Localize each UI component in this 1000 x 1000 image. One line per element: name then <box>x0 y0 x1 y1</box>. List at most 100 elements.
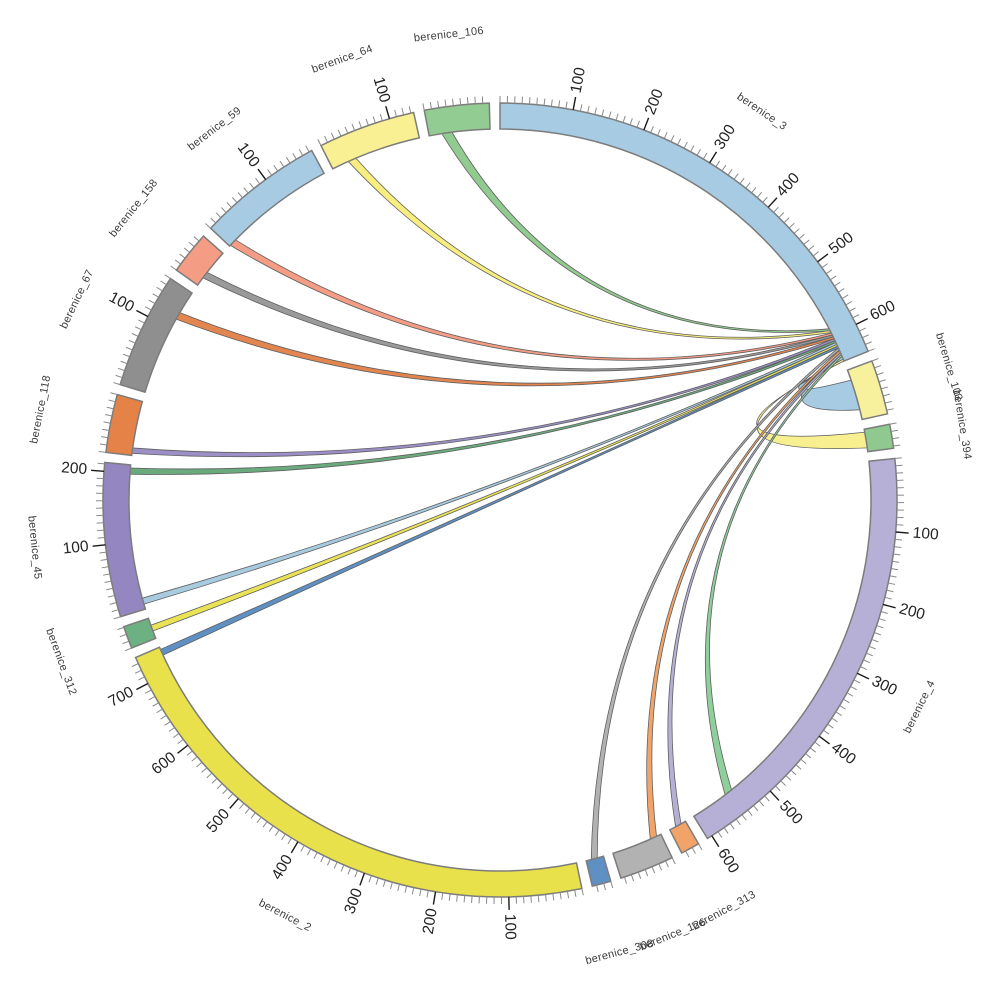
major-tick-berenice_3 <box>767 197 778 208</box>
minor-tick-berenice_64 <box>394 109 397 117</box>
minor-tick-berenice_158 <box>188 241 195 248</box>
minor-tick-berenice_45 <box>113 616 121 620</box>
tick-label-berenice_4-400: 400 <box>828 739 859 768</box>
segment-arc-berenice_106 <box>423 102 491 137</box>
minor-tick-berenice_2 <box>281 833 286 841</box>
minor-tick-berenice_2 <box>320 855 325 863</box>
minor-tick-berenice_2 <box>426 890 429 898</box>
minor-tick-berenice_67 <box>128 339 136 344</box>
minor-tick-berenice_2 <box>545 894 547 902</box>
minor-tick-berenice_3 <box>587 105 590 113</box>
minor-tick-berenice_2 <box>397 883 400 891</box>
minor-tick-berenice_64 <box>317 139 322 146</box>
minor-tick-berenice_2 <box>559 892 562 900</box>
minor-tick-berenice_59 <box>231 197 238 203</box>
minor-tick-berenice_3 <box>751 187 757 194</box>
minor-tick-berenice_3 <box>762 196 768 203</box>
tick-label-berenice_3-600: 600 <box>867 297 898 324</box>
major-tick-berenice_67 <box>136 309 149 318</box>
minor-tick-berenice_308 <box>603 883 606 891</box>
ribbon-berenice_126-4 <box>646 349 841 840</box>
minor-tick-berenice_3 <box>852 314 860 319</box>
segment-label-berenice_59: berenice_59 <box>186 105 244 153</box>
minor-tick-berenice_4 <box>894 538 903 541</box>
minor-tick-berenice_45 <box>97 529 105 532</box>
minor-tick-berenice_2 <box>390 882 393 890</box>
minor-tick-berenice_2 <box>354 870 358 878</box>
minor-tick-berenice_4 <box>878 618 886 622</box>
major-tick-berenice_64 <box>385 106 391 119</box>
minor-tick-berenice_2 <box>196 761 203 768</box>
minor-tick-berenice_118 <box>108 399 116 403</box>
minor-tick-berenice_2 <box>138 676 145 681</box>
minor-tick-berenice_2 <box>191 756 198 762</box>
major-tick-berenice_45 <box>91 469 105 472</box>
major-tick-berenice_2 <box>229 798 239 809</box>
tick-label-berenice_4-100: 100 <box>912 525 940 544</box>
segment-label-berenice_3: berenice_3 <box>735 91 789 133</box>
minor-tick-berenice_118 <box>100 436 108 439</box>
minor-tick-berenice_2 <box>206 772 213 779</box>
tick-label-berenice_4-300: 300 <box>869 673 900 700</box>
minor-tick-berenice_394 <box>890 429 899 432</box>
minor-tick-berenice_67 <box>152 293 159 298</box>
segment-label-berenice_2: berenice_2 <box>257 897 314 934</box>
minor-tick-berenice_2 <box>227 793 234 800</box>
minor-tick-berenice_4 <box>795 764 802 770</box>
minor-tick-berenice_4 <box>775 785 781 792</box>
segment-arc-berenice_312 <box>122 617 157 650</box>
minor-tick-berenice_2 <box>250 812 256 819</box>
minor-tick-berenice_3 <box>657 128 661 136</box>
tick-label-berenice_4-200: 200 <box>897 600 927 623</box>
minor-tick-berenice_3 <box>677 138 682 146</box>
minor-tick-berenice_3 <box>536 97 538 105</box>
minor-tick-berenice_3 <box>745 182 751 189</box>
minor-tick-berenice_45 <box>107 594 115 598</box>
minor-tick-berenice_4 <box>790 769 797 776</box>
minor-tick-berenice_67 <box>115 374 123 379</box>
minor-tick-berenice_45 <box>101 566 109 569</box>
minor-tick-berenice_64 <box>344 126 349 134</box>
segment-arc-berenice_394 <box>863 423 895 453</box>
minor-tick-berenice_308 <box>610 881 614 889</box>
minor-tick-berenice_2 <box>306 848 312 856</box>
ribbon-berenice_64-14 <box>347 157 832 340</box>
minor-tick-berenice_2 <box>216 783 223 789</box>
tick-label-berenice_2-100: 100 <box>501 914 519 941</box>
tick-label-berenice_45-100: 100 <box>62 538 90 558</box>
minor-tick-berenice_59 <box>210 217 217 224</box>
minor-tick-berenice_4 <box>814 741 821 747</box>
segment-arc-berenice_3 <box>499 102 870 362</box>
minor-tick-berenice_4 <box>860 666 867 670</box>
minor-tick-berenice_106 <box>444 99 447 107</box>
minor-tick-berenice_4 <box>866 652 873 657</box>
minor-tick-berenice_2 <box>368 875 372 883</box>
minor-tick-berenice_3 <box>601 109 605 117</box>
ribbon-berenice_313-3 <box>667 351 842 828</box>
minor-tick-berenice_158 <box>179 253 186 259</box>
minor-tick-berenice_4 <box>839 705 846 710</box>
minor-tick-berenice_67 <box>120 360 128 365</box>
minor-tick-berenice_3 <box>594 107 597 115</box>
minor-tick-berenice_45 <box>109 602 117 605</box>
minor-tick-berenice_64 <box>408 106 412 114</box>
minor-tick-berenice_3 <box>579 104 583 112</box>
minor-tick-berenice_45 <box>100 558 108 561</box>
minor-tick-berenice_2 <box>156 708 163 714</box>
tick-label-berenice_59-100: 100 <box>234 140 263 171</box>
minor-tick-berenice_2 <box>552 893 555 901</box>
minor-tick-berenice_3 <box>778 212 785 218</box>
minor-tick-berenice_394 <box>889 422 897 425</box>
minor-tick-berenice_118 <box>110 392 118 396</box>
minor-tick-berenice_2 <box>244 807 251 814</box>
minor-tick-berenice_3 <box>550 99 553 107</box>
minor-tick-berenice_45 <box>106 587 114 591</box>
minor-tick-berenice_2 <box>456 894 458 902</box>
minor-tick-berenice_2 <box>201 767 208 773</box>
minor-tick-berenice_3 <box>690 145 695 152</box>
minor-tick-berenice_2 <box>186 750 193 756</box>
minor-tick-berenice_126 <box>651 866 656 874</box>
ribbon-berenice_118-10 <box>131 338 836 458</box>
minor-tick-berenice_106 <box>422 103 425 111</box>
